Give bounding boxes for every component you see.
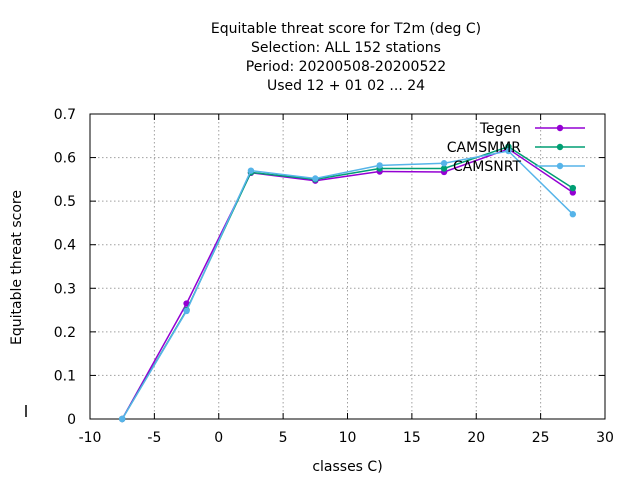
x-tick-label: 20 xyxy=(467,430,485,446)
x-tick-label: -5 xyxy=(147,430,161,446)
legend-marker xyxy=(556,162,564,170)
legend-marker xyxy=(556,124,564,132)
grid xyxy=(90,114,605,419)
data-point xyxy=(118,415,126,423)
x-tick-label: 15 xyxy=(403,430,421,446)
x-tick-label: 10 xyxy=(339,430,357,446)
y-tick-label: 0.1 xyxy=(54,368,76,384)
legend-label: Tegen xyxy=(479,121,521,137)
legend-label: CAMSNRT xyxy=(453,159,522,175)
y-tick-label: 0.5 xyxy=(54,194,76,210)
x-tick-label: 30 xyxy=(596,430,614,446)
y-tick-label: 0.3 xyxy=(54,281,76,297)
y-tick-label: 0.7 xyxy=(54,107,76,123)
data-point xyxy=(569,211,577,218)
data-point xyxy=(440,165,448,172)
chart-title: Equitable threat score for T2m (deg C) Se… xyxy=(211,21,481,94)
legend-marker xyxy=(556,143,564,151)
axis-ticks: -10 -5 0 5 10 15 20 25 30 0 0.1 0.2 0.3 0.4 0.5 0.6 0.7 xyxy=(25,107,614,446)
data-point xyxy=(312,175,319,182)
series xyxy=(118,143,577,423)
y-tick-label: 0.6 xyxy=(54,151,76,167)
legend-label: CAMSMMR xyxy=(447,140,521,156)
series-line xyxy=(121,150,574,420)
data-point xyxy=(183,307,190,315)
x-tick-label: 0 xyxy=(214,430,223,446)
y-axis-label: Equitable threat score xyxy=(9,190,25,345)
y-tick-label: 0.4 xyxy=(54,238,76,254)
title-line: Equitable threat score for T2m (deg C) xyxy=(211,21,481,37)
x-axis-label: classes C) xyxy=(312,459,382,475)
legend: Tegen CAMSMMR CAMSNRT xyxy=(447,121,585,175)
y-tick-label: 0 xyxy=(67,412,76,428)
x-tick-label: -10 xyxy=(79,430,102,446)
x-tick-label: 25 xyxy=(532,430,550,446)
data-point xyxy=(376,162,383,169)
data-point xyxy=(440,160,448,167)
data-point xyxy=(569,184,577,192)
title-line: Selection: ALL 152 stations xyxy=(251,40,441,56)
title-line: Used 12 + 01 02 ... 24 xyxy=(267,78,425,94)
y-tick-label: 0.2 xyxy=(54,325,76,341)
series-camsnrt xyxy=(118,147,577,423)
title-line: Period: 20200508-20200522 xyxy=(246,59,446,75)
data-point xyxy=(505,147,512,155)
data-point xyxy=(247,167,255,174)
x-tick-label: 5 xyxy=(279,430,288,446)
